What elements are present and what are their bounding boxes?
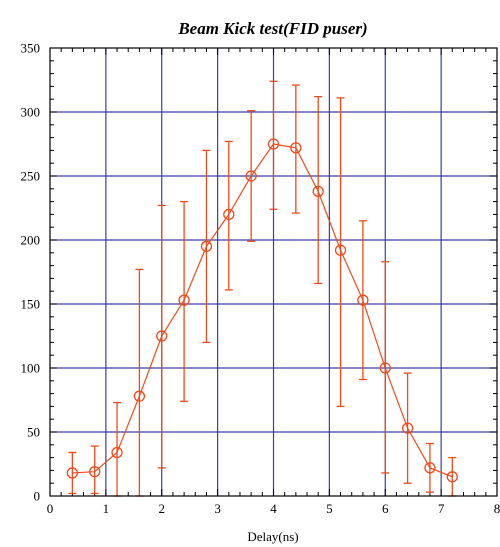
data-point xyxy=(424,462,436,474)
data-point xyxy=(223,208,235,221)
data-point xyxy=(334,244,347,256)
x-tick-label: 0 xyxy=(47,501,54,516)
data-point xyxy=(245,170,257,182)
y-tick-label: 350 xyxy=(21,41,41,56)
data-series xyxy=(66,80,458,497)
plot-frame xyxy=(49,47,498,497)
y-tick-label: 250 xyxy=(21,169,41,184)
chart-title: Beam Kick test(FID puser) xyxy=(177,19,367,38)
data-point xyxy=(267,138,280,150)
data-point xyxy=(133,390,146,402)
data-point xyxy=(290,142,302,154)
data-point xyxy=(312,185,324,198)
data-point xyxy=(379,362,391,374)
y-tick-label: 150 xyxy=(21,297,41,312)
y-tick-label: 300 xyxy=(21,105,41,120)
data-point xyxy=(401,422,414,434)
y-tick-label: 0 xyxy=(34,489,41,504)
x-tick-label: 7 xyxy=(438,501,445,516)
y-tick-label: 100 xyxy=(21,361,41,376)
data-point xyxy=(446,471,458,483)
data-point xyxy=(178,294,190,306)
data-point xyxy=(66,467,78,479)
tick-labels: 0 1 2 3 4 5 6 7 8 0 50 100 150 200 250 300 350 xyxy=(21,41,500,517)
x-tick-label: 4 xyxy=(270,501,277,516)
data-point xyxy=(357,294,369,306)
x-tick-label: 2 xyxy=(159,501,166,516)
x-tick-label: 5 xyxy=(326,501,333,516)
x-tick-label: 1 xyxy=(103,501,110,516)
x-tick-label: 3 xyxy=(214,501,221,516)
data-point xyxy=(200,240,213,253)
x-tick-label: 6 xyxy=(382,501,389,516)
y-tick-label: 200 xyxy=(21,233,41,248)
series-line xyxy=(72,143,453,478)
data-point xyxy=(111,446,123,459)
axis-ticks xyxy=(49,48,497,497)
y-tick-label: 50 xyxy=(27,425,40,440)
data-point xyxy=(156,330,168,342)
data-point xyxy=(89,466,101,478)
x-axis-label: Delay(ns) xyxy=(247,529,298,544)
x-tick-label: 8 xyxy=(494,501,500,516)
